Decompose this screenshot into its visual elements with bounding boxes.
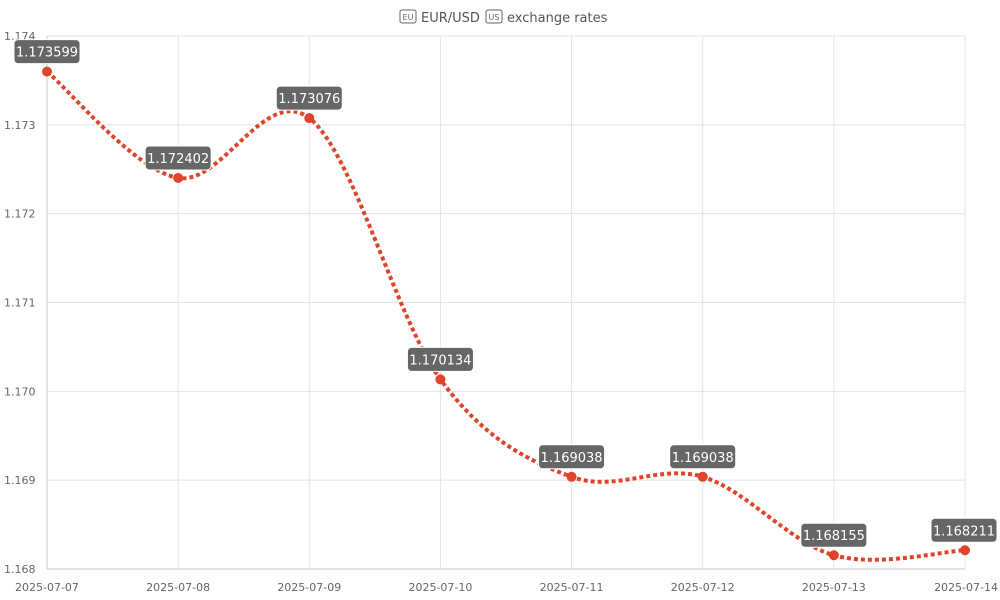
series-group bbox=[42, 66, 970, 562]
data-label-text: 1.173076 bbox=[278, 92, 340, 107]
data-label-text: 1.169038 bbox=[541, 451, 603, 466]
data-label-text: 1.168211 bbox=[933, 524, 995, 539]
data-point bbox=[435, 374, 446, 385]
y-tick-label: 1.169 bbox=[4, 474, 36, 487]
data-point bbox=[173, 172, 184, 183]
data-label-box bbox=[800, 522, 868, 548]
data-label-box bbox=[144, 145, 212, 171]
x-tick-label: 2025-07-10 bbox=[408, 581, 472, 594]
data-labels: 1.173599 1.172402 1.173076 1.170134 1.169038… bbox=[13, 39, 998, 548]
data-label-box bbox=[538, 444, 606, 470]
chart-title: EU EUR/USD US exchange rates bbox=[399, 9, 608, 26]
y-tick-label: 1.172 bbox=[4, 208, 36, 221]
data-label-text: 1.169038 bbox=[672, 451, 734, 466]
title-pair: EUR/USD bbox=[421, 11, 480, 26]
x-tick-label: 2025-07-12 bbox=[671, 581, 735, 594]
data-point bbox=[304, 113, 315, 124]
y-tick-label: 1.168 bbox=[4, 563, 36, 576]
grid bbox=[47, 35, 966, 569]
data-label: 1.169038 bbox=[538, 444, 606, 470]
data-label: 1.172402 bbox=[144, 145, 212, 171]
data-label: 1.173599 bbox=[13, 39, 81, 65]
data-label: 1.169038 bbox=[669, 444, 737, 470]
y-tick-label: 1.173 bbox=[4, 119, 36, 132]
data-label: 1.168211 bbox=[930, 517, 998, 543]
axes bbox=[46, 36, 965, 570]
x-tick-label: 2025-07-14 bbox=[934, 581, 998, 594]
data-label-text: 1.172402 bbox=[147, 152, 209, 167]
data-point bbox=[566, 471, 577, 482]
data-label-text: 1.173599 bbox=[16, 46, 78, 61]
data-label-text: 1.170134 bbox=[409, 353, 471, 368]
series-line bbox=[45, 70, 966, 562]
data-point bbox=[42, 66, 52, 77]
data-label-text: 1.168155 bbox=[803, 529, 865, 544]
data-label: 1.173076 bbox=[275, 85, 343, 111]
y-tick-label: 1.171 bbox=[4, 297, 36, 310]
data-label-box bbox=[406, 346, 474, 372]
x-tick-label: 2025-07-07 bbox=[15, 581, 79, 594]
data-label-box bbox=[13, 39, 81, 65]
us-flag-icon: US bbox=[485, 9, 503, 24]
y-tick-label: 1.170 bbox=[4, 385, 36, 398]
eu-flag-icon: EU bbox=[399, 9, 417, 24]
us-flag-label: US bbox=[489, 13, 500, 22]
x-tick-label: 2025-07-09 bbox=[277, 581, 341, 594]
data-point bbox=[828, 550, 839, 561]
title-suffix: exchange rates bbox=[507, 11, 608, 26]
x-axis-ticks: 2025-07-07 2025-07-08 2025-07-09 2025-07-10… bbox=[15, 581, 998, 594]
x-tick-label: 2025-07-11 bbox=[540, 581, 604, 594]
x-tick-label: 2025-07-08 bbox=[146, 581, 210, 594]
data-label: 1.168155 bbox=[800, 522, 868, 548]
x-tick-label: 2025-07-13 bbox=[802, 581, 866, 594]
data-point bbox=[960, 545, 970, 556]
data-point bbox=[697, 471, 708, 482]
data-label: 1.170134 bbox=[406, 346, 474, 372]
eu-flag-label: EU bbox=[403, 13, 414, 22]
data-label-box bbox=[275, 85, 343, 111]
data-label-box bbox=[930, 517, 998, 543]
data-label-box bbox=[669, 444, 737, 470]
